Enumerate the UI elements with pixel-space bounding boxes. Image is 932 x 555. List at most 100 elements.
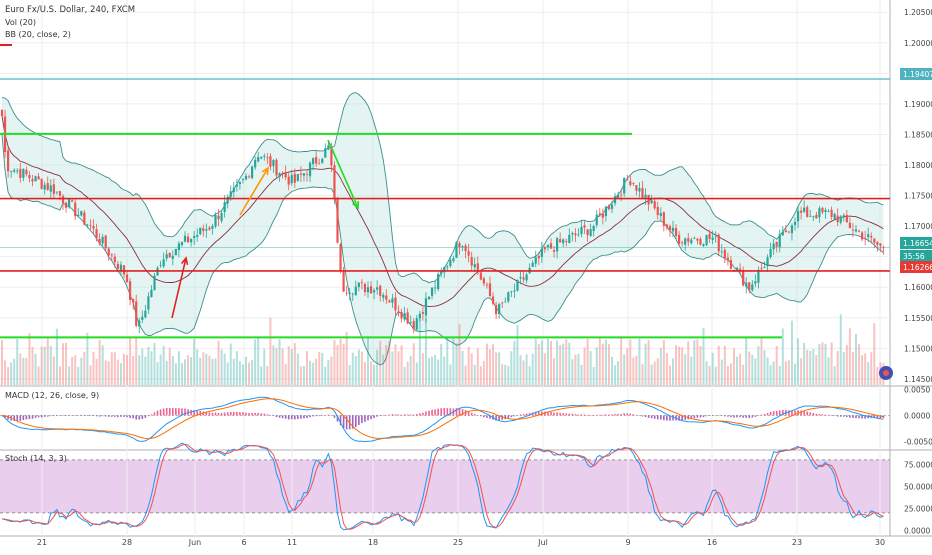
macd-tick-label: -0.0050 — [904, 437, 932, 446]
candle-body — [531, 262, 534, 267]
candle-body — [769, 249, 772, 258]
macd-histogram-bar — [690, 415, 693, 419]
vol-label: Vol (20) — [5, 18, 36, 27]
macd-histogram-bar — [248, 413, 250, 416]
volume-bar — [296, 353, 299, 385]
volume-bar — [403, 366, 406, 385]
candle-body — [659, 213, 662, 216]
volume-bar — [498, 352, 501, 385]
volume-bar — [745, 337, 748, 385]
macd-histogram-bar — [214, 412, 217, 416]
candle-body — [870, 235, 873, 238]
macd-histogram-bar — [345, 415, 348, 430]
macd-histogram-bar — [858, 415, 860, 419]
candle-body — [656, 206, 659, 215]
volume-bar — [440, 343, 443, 385]
time-tick-label: 9 — [625, 538, 630, 547]
volume-bar — [342, 343, 345, 385]
volume-bar — [260, 366, 263, 385]
macd-histogram-bar — [211, 412, 214, 416]
time-tick-label: 25 — [453, 538, 463, 547]
macd-histogram-bar — [672, 415, 674, 421]
macd-histogram-bar — [849, 415, 851, 418]
volume-bar — [52, 356, 55, 385]
candle-body — [549, 243, 553, 249]
macd-histogram-bar — [37, 415, 40, 418]
volume-bar — [687, 341, 690, 385]
volume-bar — [299, 366, 302, 385]
candle-body — [418, 313, 421, 319]
macd-histogram-bar — [843, 415, 845, 417]
volume-bar — [367, 337, 369, 385]
candle-body — [488, 283, 492, 297]
volume-bar — [501, 364, 504, 385]
volume-bar — [318, 351, 321, 385]
macd-histogram-bar — [184, 408, 186, 416]
candle-body — [235, 184, 238, 187]
candle-body — [437, 274, 440, 290]
macd-histogram-bar — [13, 415, 15, 421]
macd-histogram-bar — [852, 415, 854, 419]
macd-histogram-bar — [46, 415, 49, 417]
volume-bar — [540, 340, 543, 385]
macd-histogram-bar — [324, 415, 327, 416]
volume-bar — [217, 340, 220, 385]
macd-histogram-bar — [431, 409, 433, 416]
macd-histogram-bar — [702, 415, 705, 418]
macd-histogram-bar — [370, 415, 372, 420]
candle-body — [495, 305, 498, 315]
price-tick-label: 1.15500 — [904, 314, 932, 323]
candle-body — [391, 298, 394, 303]
candle-body — [781, 231, 784, 236]
macd-histogram-bar — [559, 412, 561, 416]
candle-body — [696, 238, 699, 241]
macd-histogram-bar — [89, 415, 92, 417]
price-tick-label: 1.17500 — [904, 192, 932, 201]
volume-bar — [733, 348, 735, 385]
volume-bar — [507, 366, 510, 385]
candle-body — [714, 236, 717, 238]
volume-bar — [89, 365, 92, 385]
volume-bar — [693, 340, 696, 385]
candle-body — [845, 214, 848, 223]
macd-histogram-bar — [803, 410, 805, 416]
volume-bar — [559, 345, 562, 385]
macd-histogram-bar — [714, 415, 717, 416]
candle-body — [403, 313, 406, 320]
macd-histogram-bar — [223, 412, 226, 416]
macd-histogram-bar — [507, 415, 510, 419]
macd-histogram-bar — [742, 415, 744, 418]
volume-bar — [254, 339, 257, 385]
macd-histogram-bar — [876, 415, 879, 419]
macd-histogram-bar — [748, 415, 751, 418]
volume-bar — [803, 342, 806, 385]
macd-histogram-bar — [364, 415, 366, 422]
candle-body — [290, 175, 293, 184]
volume-bar — [49, 346, 52, 385]
candle-body — [357, 282, 360, 288]
macd-histogram-bar — [541, 411, 543, 416]
macd-histogram-bar — [510, 415, 513, 418]
volume-bar — [376, 349, 379, 385]
candle-body — [43, 184, 46, 190]
macd-histogram-bar — [812, 413, 815, 416]
candle-body — [818, 208, 821, 218]
volume-bar — [126, 355, 129, 385]
volume-bar — [531, 353, 534, 385]
volume-bar — [107, 361, 110, 385]
macd-histogram-bar — [419, 413, 421, 416]
price-tick-label: 1.19000 — [904, 100, 932, 109]
candle-body — [257, 157, 260, 162]
candle-body — [241, 179, 245, 181]
volume-bar — [851, 351, 854, 385]
macd-histogram-bar — [388, 414, 391, 416]
macd-histogram-bar — [83, 415, 86, 416]
volume-bar — [876, 366, 879, 385]
macd-histogram-bar — [25, 415, 28, 420]
macd-histogram-bar — [269, 415, 272, 416]
macd-histogram-bar — [342, 415, 345, 429]
volume-bar — [763, 349, 766, 385]
macd-histogram-bar — [739, 415, 741, 418]
